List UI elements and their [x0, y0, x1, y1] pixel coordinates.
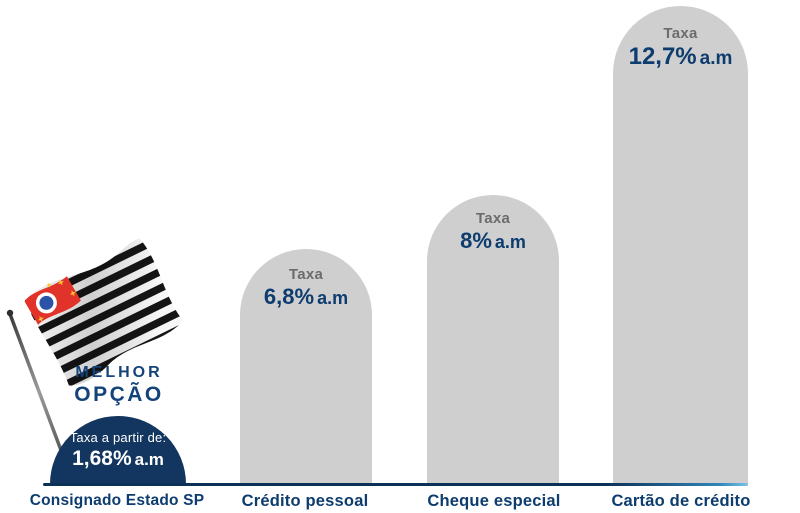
category-label-cartao-de-credito: Cartão de crédito — [611, 492, 751, 510]
flag-pole-knob — [6, 309, 14, 317]
taxa-label: Taxa — [475, 210, 511, 227]
bar-credito-pessoal: Taxa 6,8% a.m — [240, 249, 372, 484]
category-label-credito-pessoal: Crédito pessoal — [241, 492, 369, 510]
dome-rate: 1,68% a.m — [50, 447, 186, 471]
rate-unit: a.m — [317, 288, 349, 308]
category-label-consignado-estado-sp: Consignado Estado SP — [29, 492, 205, 509]
taxa-label: Taxa — [288, 266, 324, 283]
flag-pole — [8, 312, 70, 471]
dome-rate-number: 1,68% — [72, 447, 132, 470]
rate-unit: a.m — [494, 232, 526, 252]
rate-value: 6,8% a.m — [240, 284, 372, 310]
rate-unit: a.m — [699, 48, 733, 69]
rate-number: 12,7% — [628, 43, 697, 70]
sao-paulo-flag-icon — [6, 238, 184, 471]
category-label-cheque-especial: Cheque especial — [427, 492, 561, 510]
rate-number: 8% — [460, 228, 492, 253]
chart-baseline — [43, 483, 748, 486]
bar-cheque-especial: Taxa 8% a.m — [427, 195, 559, 484]
best-option-line1: MELHOR — [75, 364, 163, 381]
rate-number: 6,8% — [263, 284, 315, 309]
dome-caption: Taxa a partir de: — [69, 430, 167, 445]
taxa-label: Taxa — [663, 25, 698, 42]
dome-rate-unit: a.m — [134, 450, 164, 469]
best-option-badge: MELHOR OPÇÃO — [39, 364, 199, 407]
bar-cartao-de-credito: Taxa 12,7% a.m — [613, 6, 748, 484]
best-option-line2: OPÇÃO — [74, 383, 164, 406]
rate-value: 12,7% a.m — [613, 43, 748, 71]
rate-value: 8% a.m — [427, 228, 559, 254]
